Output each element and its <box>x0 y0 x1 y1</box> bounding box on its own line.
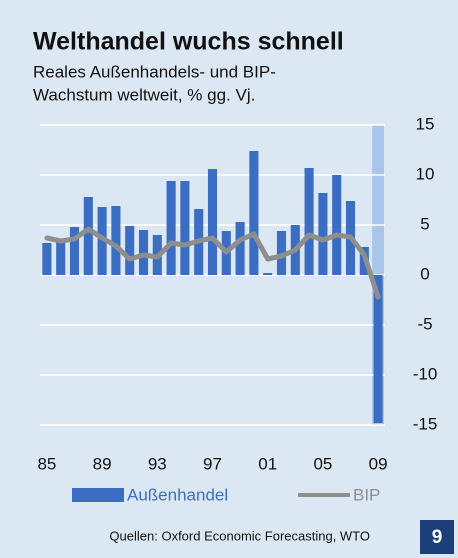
bar <box>180 181 190 275</box>
bar <box>69 227 80 275</box>
x-tick-label: 01 <box>258 454 277 473</box>
y-tick-label: 10 <box>416 164 435 183</box>
bar <box>97 207 107 275</box>
bar <box>56 242 66 275</box>
y-tick-label: -5 <box>417 314 432 333</box>
x-tick-label: 97 <box>203 454 222 473</box>
bar <box>111 206 121 275</box>
bar <box>235 222 245 275</box>
subtitle: Reales Außenhandels- und BIP- <box>33 62 276 81</box>
y-tick-label: -10 <box>413 364 438 383</box>
badge: 9 <box>432 527 443 548</box>
bar <box>332 175 342 275</box>
bar <box>125 226 135 275</box>
x-tick-label: 93 <box>148 454 167 473</box>
line <box>44 226 381 300</box>
y-tick-label: 15 <box>416 114 435 133</box>
bar <box>42 243 52 275</box>
bar <box>249 151 259 275</box>
chart-title: Welthandel wuchs schnell <box>33 28 344 56</box>
bar <box>166 181 176 275</box>
bar <box>263 273 273 275</box>
y-tick-label: 0 <box>420 264 429 283</box>
source: Quellen: Oxford Economic Forecasting, WT… <box>109 528 370 543</box>
bar <box>83 197 93 275</box>
bar <box>276 231 287 275</box>
legend-label: Außenhandel <box>127 485 228 504</box>
bar <box>373 275 383 423</box>
x-tick-label: 05 <box>313 454 332 473</box>
bar <box>304 168 314 275</box>
bar <box>318 193 328 275</box>
bar <box>207 169 218 275</box>
badge-box <box>420 520 454 554</box>
x-tick-label: 85 <box>37 454 56 473</box>
x-tick-label: 89 <box>93 454 112 473</box>
x-tick-label: 09 <box>369 454 388 473</box>
legend-label: BIP <box>353 485 380 504</box>
legend-swatch <box>72 488 124 502</box>
y-tick-label: -15 <box>413 414 438 433</box>
subtitle: Wachstum weltweit, % gg. Vj. <box>33 85 255 104</box>
y-tick-label: 5 <box>420 214 429 233</box>
